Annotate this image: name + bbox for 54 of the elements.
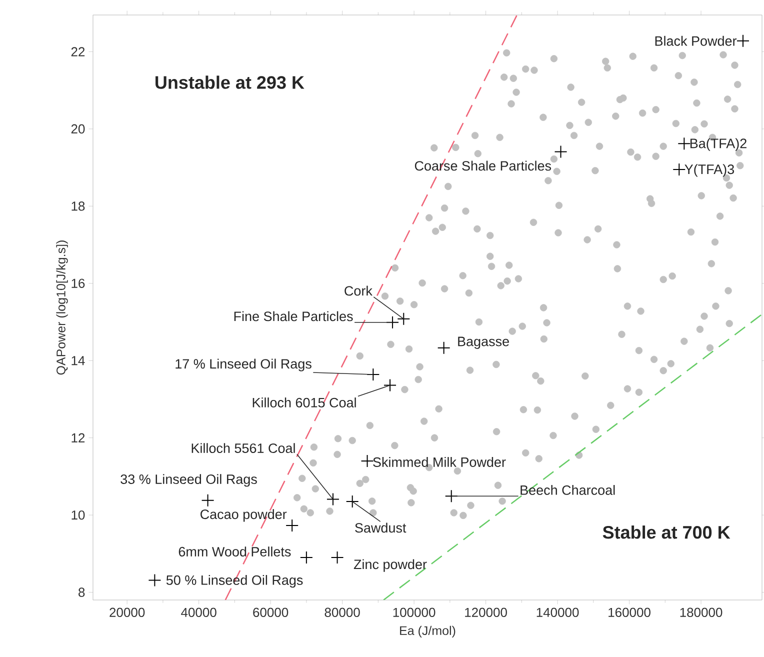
annotation: Zinc powder xyxy=(354,559,427,572)
annotation: Cork xyxy=(344,286,372,296)
point xyxy=(736,34,750,48)
point xyxy=(326,492,340,506)
annotation: 33 % Linseed Oil Rags xyxy=(120,474,257,487)
point xyxy=(360,454,374,468)
x-tick-label: 80000 xyxy=(324,608,360,618)
y-tick-label: 16 xyxy=(72,278,85,288)
point xyxy=(286,518,299,532)
point xyxy=(672,162,686,176)
x-tick-label: 100000 xyxy=(393,608,436,618)
x-tick-label: 120000 xyxy=(465,608,507,618)
point xyxy=(554,145,568,158)
y-tick-label: 20 xyxy=(71,124,85,134)
annotation: Beech Charcoal xyxy=(520,485,615,495)
annotation: Ba(TFA)2 xyxy=(690,138,746,151)
point xyxy=(330,551,344,564)
point xyxy=(397,312,410,326)
y-tick-label: 10 xyxy=(72,510,85,520)
annotation: 50 % Linseed Oil Rags xyxy=(166,575,303,588)
y-tick-label: 22 xyxy=(71,47,85,56)
annotation: Killoch 6015 Coal xyxy=(252,398,356,408)
point xyxy=(300,551,313,564)
annotation: 6mm Wood Pellets xyxy=(178,546,291,556)
point xyxy=(201,494,214,507)
y-axis-title: QAPower (log10[J/kg.s]) xyxy=(56,240,68,375)
x-axis-title: Ea (J/mol) xyxy=(400,626,456,638)
x-tick-label: 180000 xyxy=(680,608,722,618)
y-tick-label: 18 xyxy=(72,202,85,211)
annotation: Killoch 5561 Coal xyxy=(192,443,295,454)
point xyxy=(437,341,450,354)
annotation: Bagasse xyxy=(458,336,509,349)
y-tick-label: 14 xyxy=(72,356,85,366)
x-tick-label: 60000 xyxy=(253,608,288,618)
annotation: Y(TFA)3 xyxy=(684,164,734,177)
x-tick-label: 160000 xyxy=(608,608,650,618)
point xyxy=(148,574,162,587)
annotation: Stable at 700 K xyxy=(602,526,730,539)
annotation: Skimmed Milk Powder xyxy=(373,457,506,467)
x-tick-label: 40000 xyxy=(181,608,216,618)
annotation: Unstable at 293 K xyxy=(156,76,304,89)
annotation: Black Powder xyxy=(655,36,737,46)
point xyxy=(678,137,691,150)
x-tick-label: 140000 xyxy=(536,608,579,618)
annotation: Cacao powder xyxy=(200,509,287,522)
y-tick-label: 8 xyxy=(78,588,85,597)
point xyxy=(384,378,397,392)
annotation: 17 % Linseed Oil Rags xyxy=(176,358,312,372)
point xyxy=(346,495,359,508)
annotation: Fine Shale Particles xyxy=(234,311,353,322)
annotation: Sawdust xyxy=(355,522,406,533)
x-tick-label: 20000 xyxy=(110,608,145,618)
y-tick-label: 12 xyxy=(72,433,85,442)
point xyxy=(366,368,380,381)
